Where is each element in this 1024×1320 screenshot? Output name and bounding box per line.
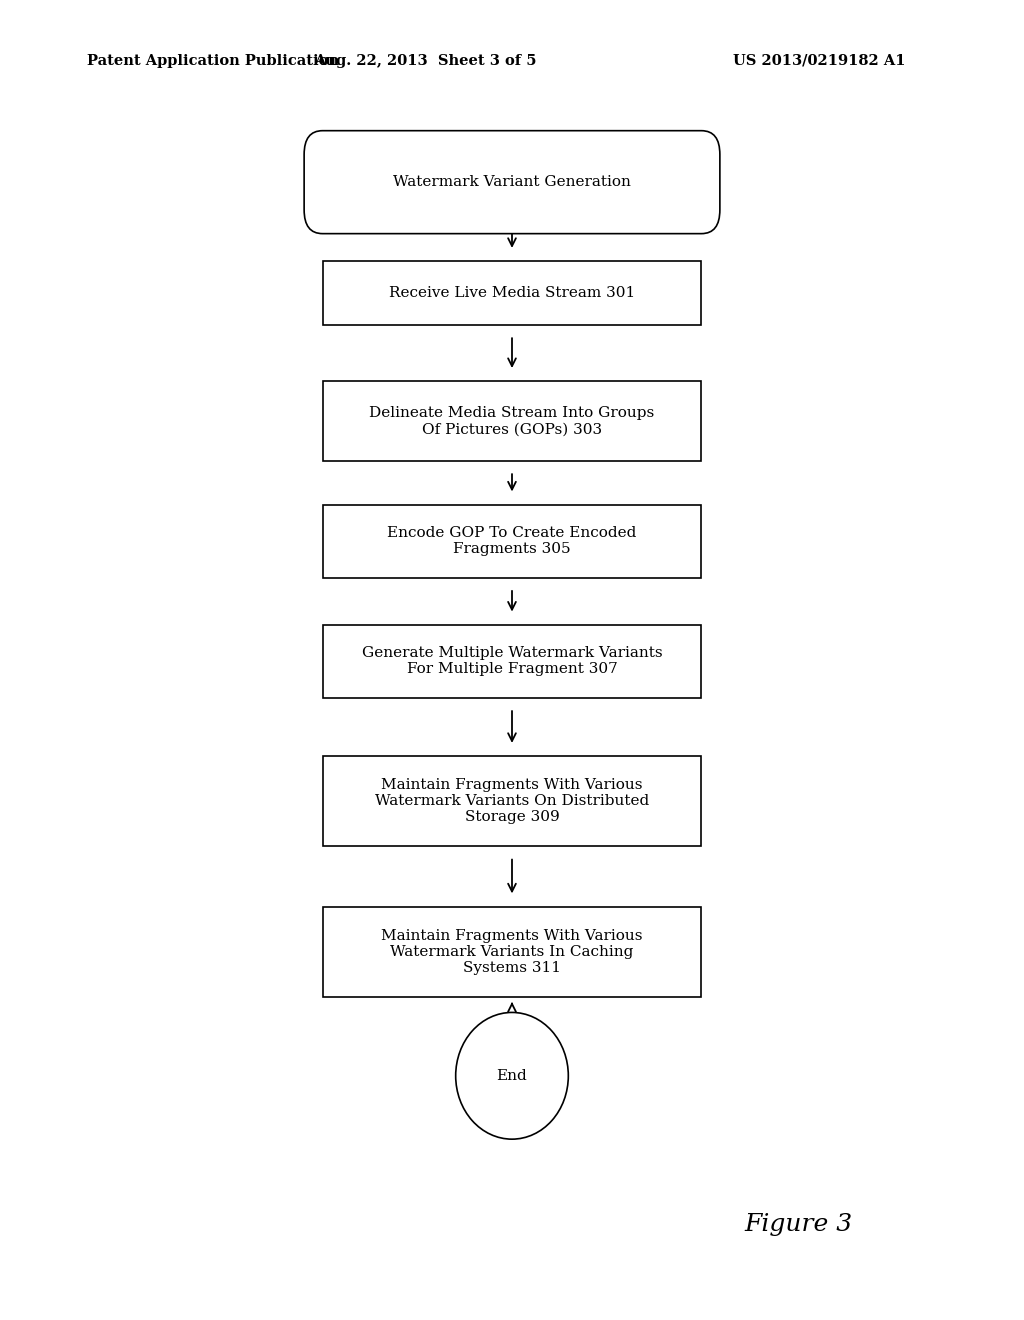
FancyBboxPatch shape <box>323 381 701 461</box>
Text: Figure 3: Figure 3 <box>744 1213 853 1237</box>
FancyBboxPatch shape <box>304 131 720 234</box>
Text: US 2013/0219182 A1: US 2013/0219182 A1 <box>733 54 905 67</box>
FancyBboxPatch shape <box>323 626 701 697</box>
Text: Aug. 22, 2013  Sheet 3 of 5: Aug. 22, 2013 Sheet 3 of 5 <box>313 54 537 67</box>
Text: Receive Live Media Stream 301: Receive Live Media Stream 301 <box>389 286 635 300</box>
FancyBboxPatch shape <box>323 756 701 846</box>
Text: Encode GOP To Create Encoded
Fragments 305: Encode GOP To Create Encoded Fragments 3… <box>387 527 637 556</box>
Text: Delineate Media Stream Into Groups
Of Pictures (GOPs) 303: Delineate Media Stream Into Groups Of Pi… <box>370 407 654 436</box>
FancyBboxPatch shape <box>323 504 701 578</box>
Text: End: End <box>497 1069 527 1082</box>
FancyBboxPatch shape <box>323 261 701 325</box>
Text: Patent Application Publication: Patent Application Publication <box>87 54 339 67</box>
Text: Watermark Variant Generation: Watermark Variant Generation <box>393 176 631 189</box>
FancyBboxPatch shape <box>323 907 701 997</box>
Text: Generate Multiple Watermark Variants
For Multiple Fragment 307: Generate Multiple Watermark Variants For… <box>361 647 663 676</box>
Ellipse shape <box>456 1012 568 1139</box>
Text: Maintain Fragments With Various
Watermark Variants On Distributed
Storage 309: Maintain Fragments With Various Watermar… <box>375 777 649 825</box>
Text: Maintain Fragments With Various
Watermark Variants In Caching
Systems 311: Maintain Fragments With Various Watermar… <box>381 928 643 975</box>
